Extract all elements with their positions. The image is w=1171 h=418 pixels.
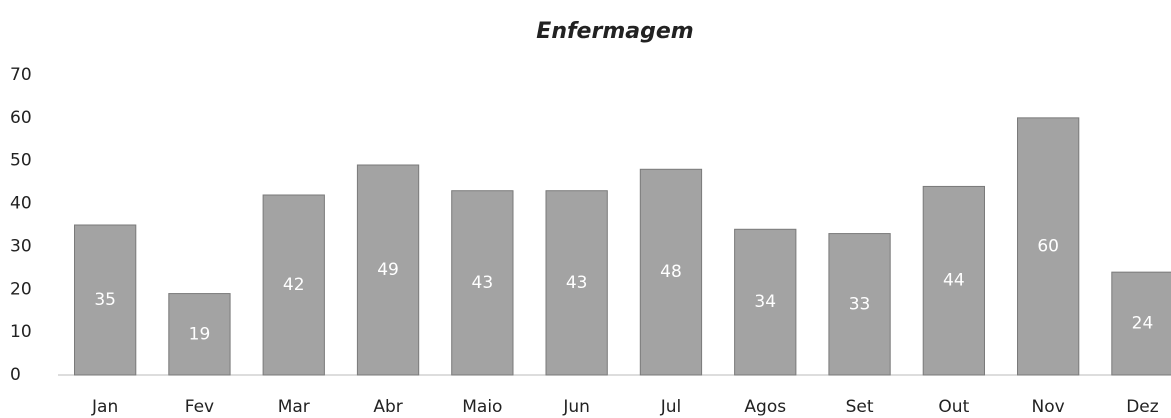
x-tick-label: Jun <box>562 397 590 417</box>
y-tick-label: 60 <box>10 108 32 128</box>
value-label: 43 <box>566 273 588 293</box>
value-label: 43 <box>472 273 494 293</box>
bar <box>1017 117 1080 376</box>
x-tick-label: Maio <box>462 397 502 417</box>
y-tick-label: 0 <box>10 365 21 385</box>
y-tick-label: 50 <box>10 151 32 171</box>
value-label: 24 <box>1132 314 1154 334</box>
bar <box>545 190 608 376</box>
y-tick-label: 10 <box>10 322 32 342</box>
bar <box>168 293 231 376</box>
x-tick-label: Dez <box>1126 397 1159 417</box>
bar <box>262 194 325 376</box>
x-tick-label: Agos <box>744 397 786 417</box>
value-label: 33 <box>849 294 871 314</box>
bar <box>922 185 985 376</box>
x-tick-label: Jan <box>91 397 118 417</box>
bar <box>1111 271 1171 376</box>
value-label: 42 <box>283 275 305 295</box>
bar <box>451 190 514 376</box>
bar <box>74 224 137 376</box>
value-label: 19 <box>189 324 211 344</box>
y-tick-label: 40 <box>10 194 32 214</box>
x-tick-label: Set <box>846 397 874 417</box>
x-tick-label: Jul <box>660 397 682 417</box>
value-label: 35 <box>94 290 116 310</box>
y-tick-label: 70 <box>10 65 32 85</box>
value-label: 49 <box>377 260 399 280</box>
y-tick-label: 30 <box>10 236 32 256</box>
x-tick-label: Nov <box>1032 397 1065 417</box>
x-tick-label: Abr <box>373 397 402 417</box>
chart-title: Enfermagem <box>536 19 693 44</box>
value-label: 34 <box>754 292 776 312</box>
value-label: 48 <box>660 262 682 282</box>
value-label: 60 <box>1037 236 1059 256</box>
x-tick-label: Out <box>938 397 969 417</box>
bar <box>356 164 420 376</box>
bar <box>734 228 797 376</box>
value-label: 44 <box>943 271 965 291</box>
bar <box>639 168 703 376</box>
x-tick-label: Mar <box>278 397 310 417</box>
x-tick-label: Fev <box>185 397 214 417</box>
bar <box>828 233 891 376</box>
y-tick-label: 20 <box>10 279 32 299</box>
